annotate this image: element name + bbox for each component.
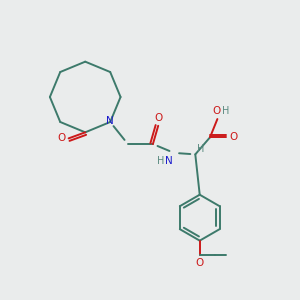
Text: H: H xyxy=(197,144,204,154)
Text: O: O xyxy=(155,113,163,123)
Text: H: H xyxy=(222,106,229,116)
Text: N: N xyxy=(106,116,114,126)
Text: H: H xyxy=(157,156,164,166)
Text: N: N xyxy=(165,156,173,166)
Text: O: O xyxy=(196,258,204,268)
Text: O: O xyxy=(213,106,221,116)
Text: O: O xyxy=(230,132,238,142)
Text: O: O xyxy=(57,133,65,143)
